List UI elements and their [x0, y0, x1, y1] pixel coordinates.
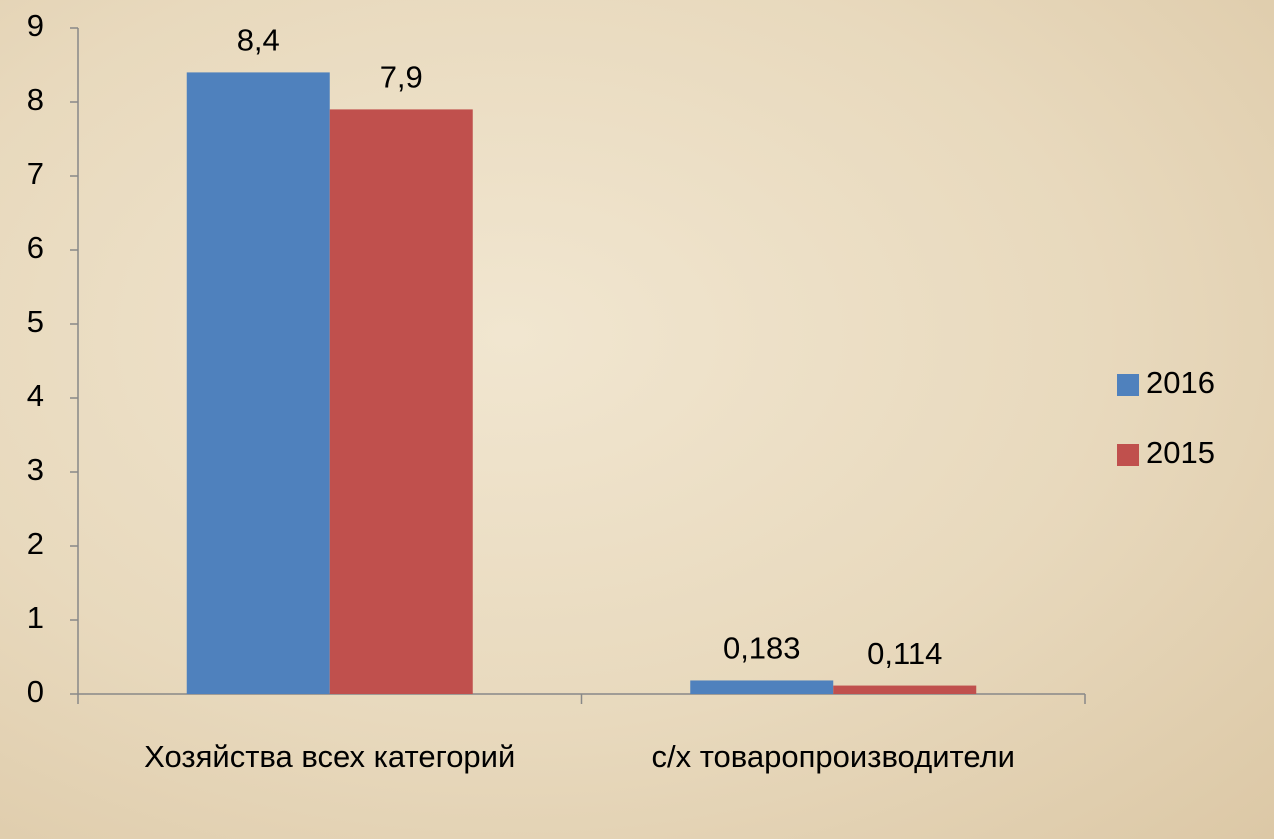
bar — [690, 680, 834, 694]
y-tick-label: 2 — [27, 526, 44, 561]
y-tick-label: 9 — [27, 8, 44, 43]
legend-label: 2016 — [1146, 365, 1215, 400]
x-tick-label: Хозяйства всех категорий — [144, 739, 516, 774]
y-tick-label: 6 — [27, 230, 44, 265]
legend-label: 2015 — [1146, 435, 1215, 470]
value-label: 0,183 — [723, 631, 801, 666]
bar — [186, 72, 330, 694]
bar — [329, 109, 473, 694]
value-label: 7,9 — [380, 60, 423, 95]
y-tick-label: 7 — [27, 156, 44, 191]
x-tick-label: с/х товаропроизводители — [651, 739, 1015, 774]
y-tick-label: 0 — [27, 674, 44, 709]
y-tick-label: 1 — [27, 600, 44, 635]
y-tick-label: 8 — [27, 82, 44, 117]
y-tick-label: 4 — [27, 378, 44, 413]
y-tick-label: 3 — [27, 452, 44, 487]
y-tick-label: 5 — [27, 304, 44, 339]
value-label: 0,114 — [867, 636, 942, 671]
legend-swatch — [1117, 374, 1139, 396]
value-label: 8,4 — [237, 23, 280, 58]
legend-swatch — [1117, 444, 1139, 466]
bar — [833, 685, 977, 694]
